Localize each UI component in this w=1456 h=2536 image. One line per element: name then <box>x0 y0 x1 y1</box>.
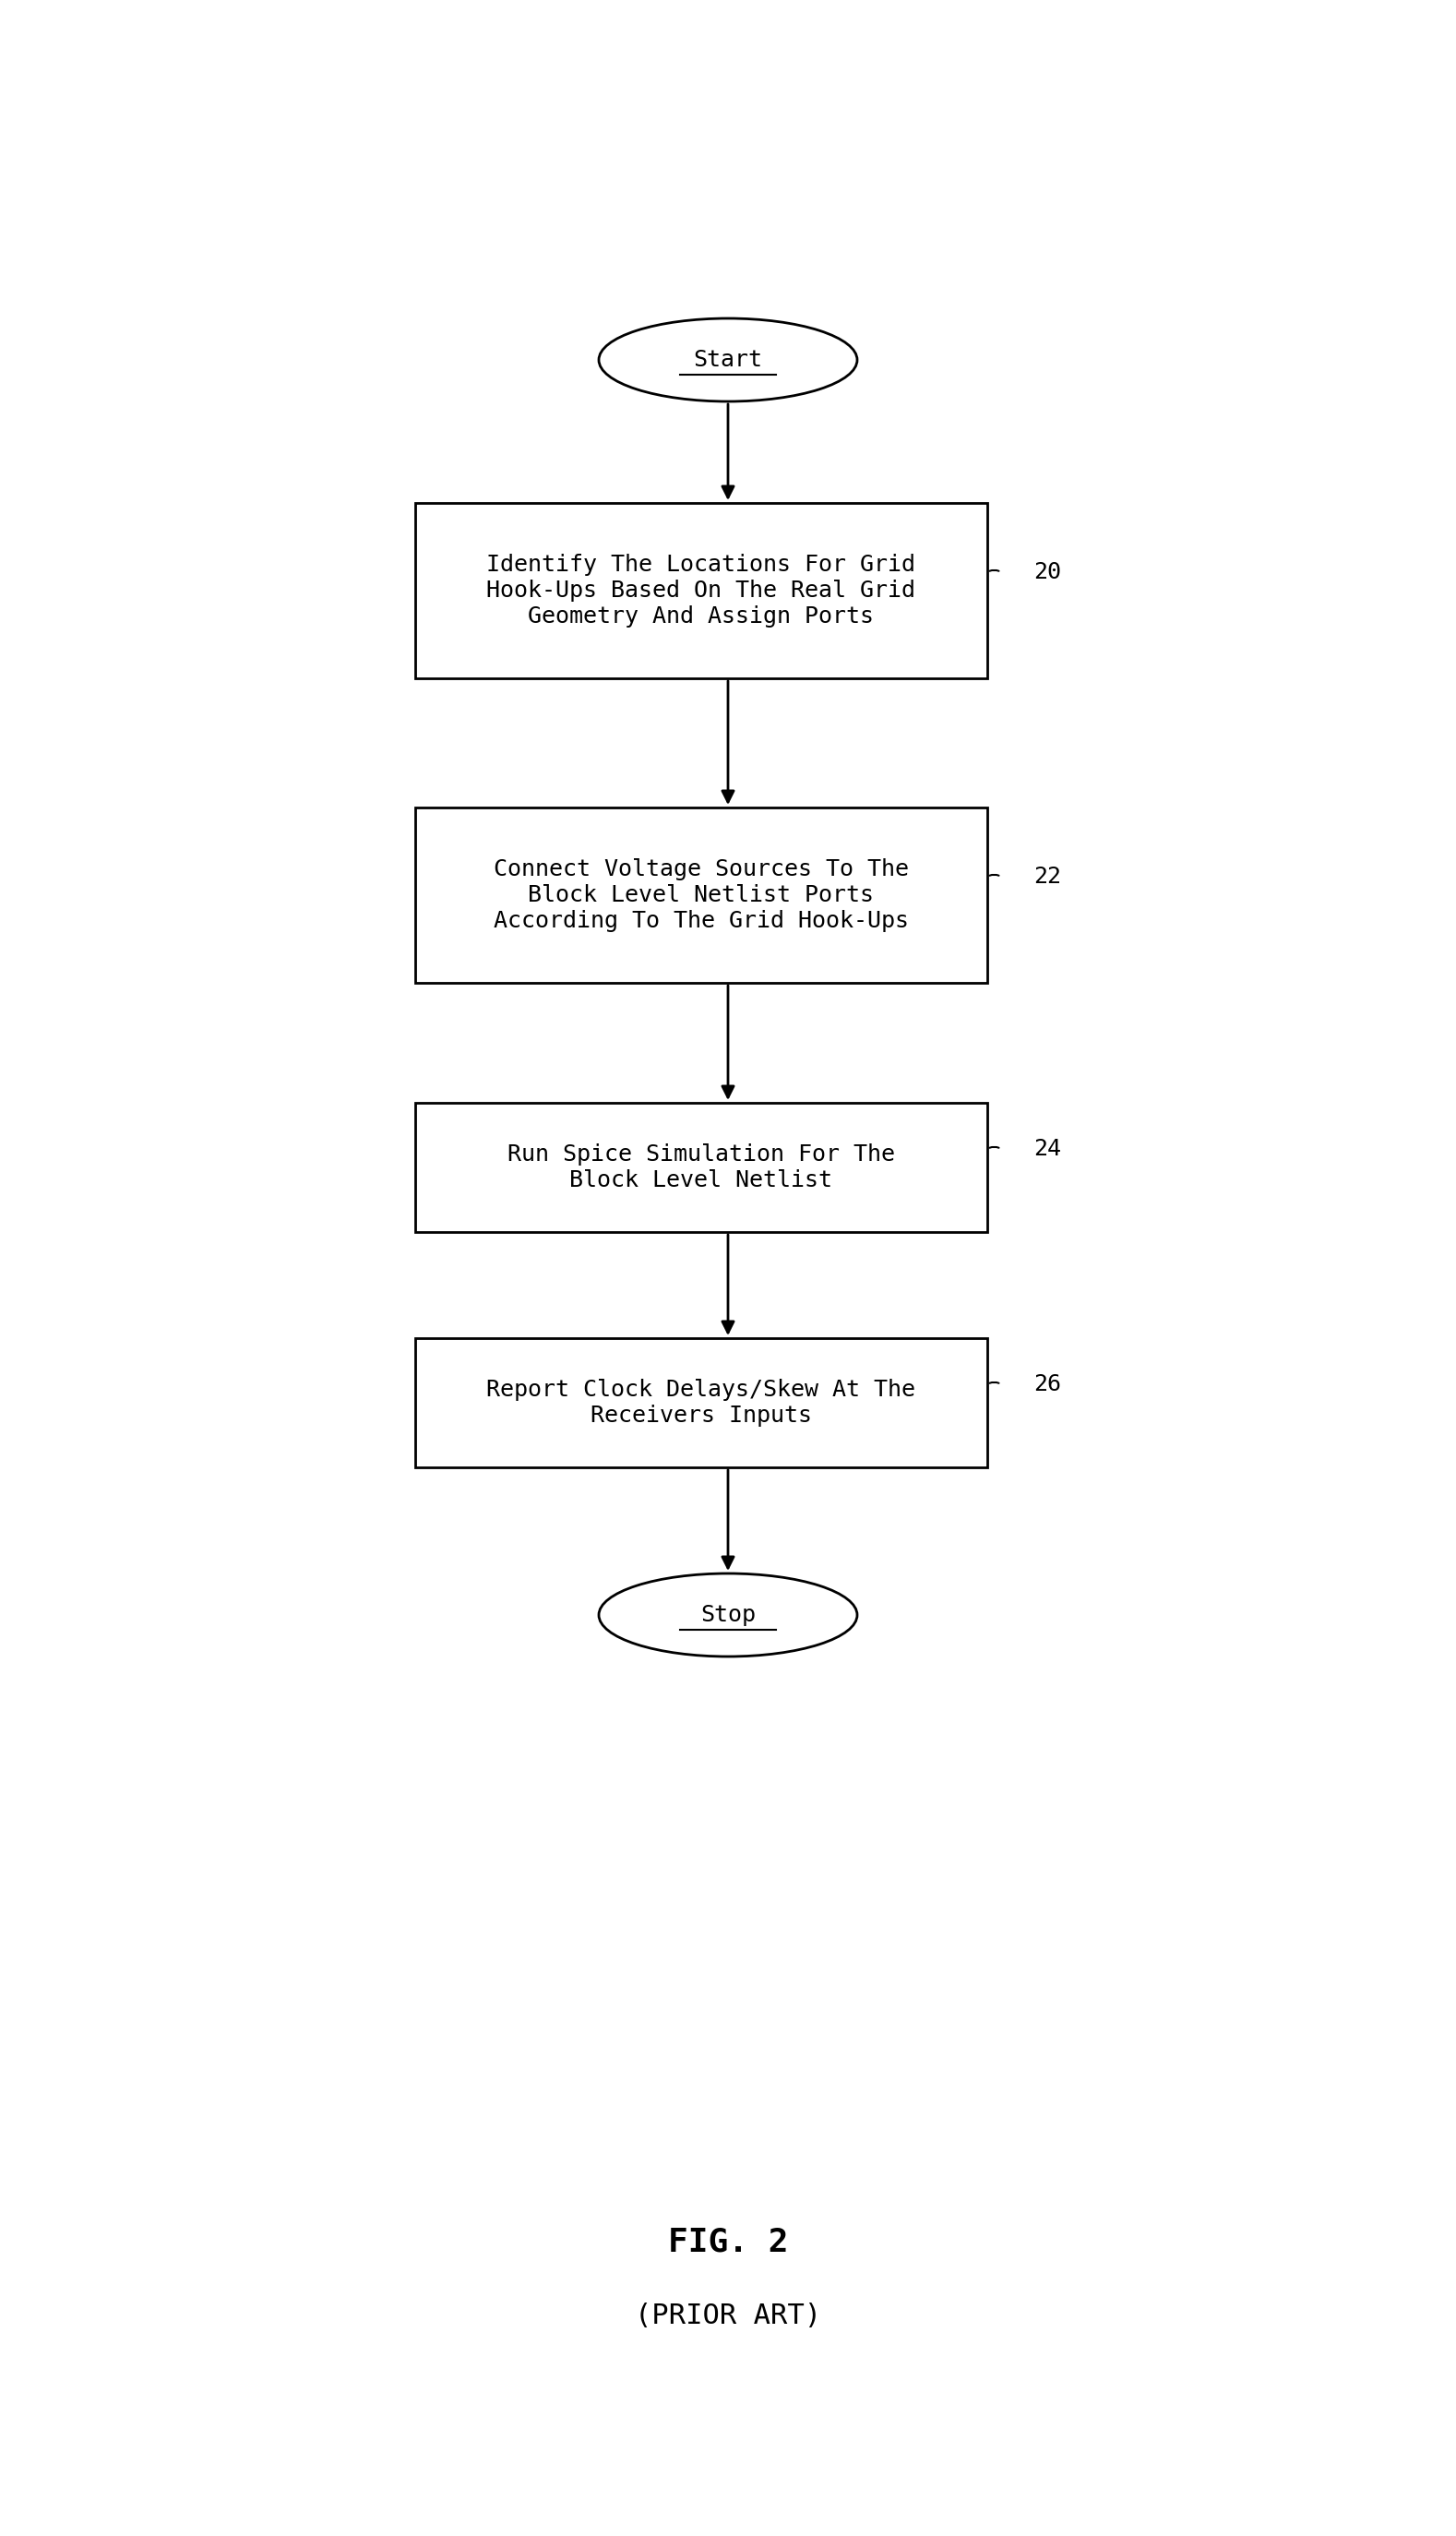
FancyBboxPatch shape <box>415 1103 987 1232</box>
Text: Start: Start <box>693 350 763 370</box>
Text: Report Clock Delays/Skew At The
Receivers Inputs: Report Clock Delays/Skew At The Receiver… <box>486 1380 916 1428</box>
Ellipse shape <box>598 320 858 401</box>
Text: 26: 26 <box>1034 1372 1061 1395</box>
Text: 24: 24 <box>1034 1139 1061 1159</box>
Text: 20: 20 <box>1034 560 1061 583</box>
Text: Stop: Stop <box>700 1603 756 1626</box>
Text: Connect Voltage Sources To The
Block Level Netlist Ports
According To The Grid H: Connect Voltage Sources To The Block Lev… <box>494 860 909 931</box>
Text: Run Spice Simulation For The
Block Level Netlist: Run Spice Simulation For The Block Level… <box>508 1144 895 1192</box>
FancyBboxPatch shape <box>415 1339 987 1468</box>
FancyBboxPatch shape <box>415 806 987 984</box>
FancyBboxPatch shape <box>415 502 987 677</box>
Text: 22: 22 <box>1034 865 1061 888</box>
Ellipse shape <box>598 1572 858 1656</box>
Text: Identify The Locations For Grid
Hook-Ups Based On The Real Grid
Geometry And Ass: Identify The Locations For Grid Hook-Ups… <box>486 553 916 626</box>
Text: FIG. 2: FIG. 2 <box>668 2227 788 2257</box>
Text: (PRIOR ART): (PRIOR ART) <box>635 2303 821 2331</box>
